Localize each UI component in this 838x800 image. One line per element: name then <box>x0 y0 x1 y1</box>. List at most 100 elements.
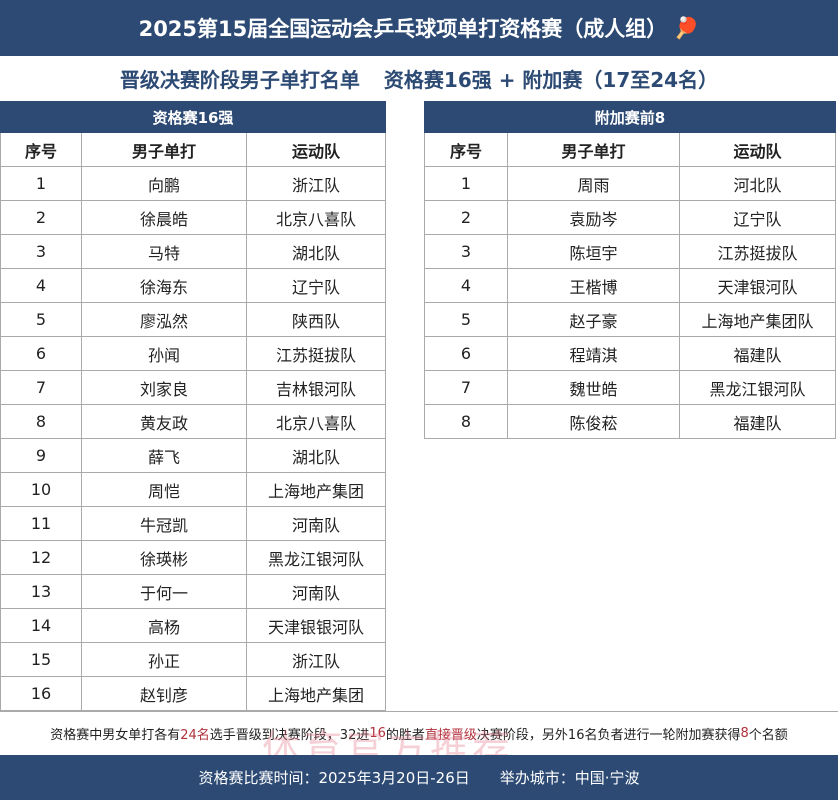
player-cell: 于何一 <box>82 575 247 608</box>
rank-cell: 5 <box>424 303 508 336</box>
rank-cell: 1 <box>0 167 82 200</box>
team-cell: 辽宁队 <box>680 201 836 234</box>
team-cell: 辽宁队 <box>247 269 386 302</box>
table-row: 3 马特 湖北队 <box>0 235 386 269</box>
rank-cell: 2 <box>424 201 508 234</box>
team-cell: 河南队 <box>247 575 386 608</box>
table-row: 1 向鹏 浙江队 <box>0 167 386 201</box>
player-cell: 黄友政 <box>82 405 247 438</box>
team-cell: 上海地产集团队 <box>680 303 836 336</box>
player-cell: 徐晨皓 <box>82 201 247 234</box>
team-cell: 北京八喜队 <box>247 405 386 438</box>
player-cell: 向鹏 <box>82 167 247 200</box>
player-cell: 周恺 <box>82 473 247 506</box>
subtitle-right: 资格赛16强 + 附加赛（17至24名） <box>383 67 719 92</box>
column-header: 序号 <box>424 133 508 166</box>
title-text: 2025第15届全国运动会乒乓球项单打资格赛（成人组） <box>138 17 668 41</box>
subtitle: 晋级决赛阶段男子单打名单 资格赛16强 + 附加赛（17至24名） <box>0 56 838 100</box>
table-row: 10 周恺 上海地产集团 <box>0 473 386 507</box>
table-row: 5 廖泓然 陕西队 <box>0 303 386 337</box>
player-cell: 周雨 <box>508 167 680 200</box>
player-cell: 廖泓然 <box>82 303 247 336</box>
table-row: 4 徐海东 辽宁队 <box>0 269 386 303</box>
rank-cell: 13 <box>0 575 82 608</box>
player-cell: 薛飞 <box>82 439 247 472</box>
table-row: 16 赵钊彦 上海地产集团 <box>0 677 386 711</box>
column-header: 运动队 <box>680 133 836 166</box>
column-header: 男子单打 <box>508 133 680 166</box>
ping-pong-paddle-icon: 🏓 <box>673 15 700 40</box>
table-row: 9 薛飞 湖北队 <box>0 439 386 473</box>
player-cell: 徐瑛彬 <box>82 541 247 574</box>
note-text: 的胜者 <box>385 728 425 743</box>
table-row: 13 于何一 河南队 <box>0 575 386 609</box>
table-row: 8 黄友政 北京八喜队 <box>0 405 386 439</box>
rank-cell: 3 <box>0 235 82 268</box>
rank-cell: 12 <box>0 541 82 574</box>
rank-cell: 14 <box>0 609 82 642</box>
table-row: 11 牛冠凯 河南队 <box>0 507 386 541</box>
team-cell: 黑龙江银河队 <box>247 541 386 574</box>
column-header: 运动队 <box>247 133 386 166</box>
team-cell: 天津银银河队 <box>247 609 386 642</box>
team-cell: 江苏挺拔队 <box>680 235 836 268</box>
note-text: 选手晋级到决赛阶段，32进 <box>209 728 370 743</box>
table-row: 2 徐晨皓 北京八喜队 <box>0 201 386 235</box>
column-header-row: 序号 男子单打 运动队 <box>0 133 386 167</box>
player-cell: 孙闻 <box>82 337 247 370</box>
rank-cell: 6 <box>0 337 82 370</box>
rank-cell: 7 <box>424 371 508 404</box>
team-cell: 陕西队 <box>247 303 386 336</box>
team-cell: 黑龙江银河队 <box>680 371 836 404</box>
team-cell: 河北队 <box>680 167 836 200</box>
page-title: 2025第15届全国运动会乒乓球项单打资格赛（成人组） 🏓 <box>0 0 838 56</box>
team-cell: 吉林银河队 <box>247 371 386 404</box>
team-cell: 河南队 <box>247 507 386 540</box>
subtitle-left: 晋级决赛阶段男子单打名单 <box>119 67 360 92</box>
rank-cell: 11 <box>0 507 82 540</box>
rank-cell: 7 <box>0 371 82 404</box>
footer: 资格赛比赛时间：2025年3月20日-26日 举办城市：中国·宁波 <box>0 755 838 800</box>
team-cell: 湖北队 <box>247 235 386 268</box>
table-row: 15 孙正 浙江队 <box>0 643 386 677</box>
team-cell: 浙江队 <box>247 643 386 676</box>
player-cell: 牛冠凯 <box>82 507 247 540</box>
player-cell: 程靖淇 <box>508 337 680 370</box>
table-row: 4 王楷博 天津银河队 <box>424 269 836 303</box>
player-cell: 刘家良 <box>82 371 247 404</box>
qualifier-top16-table: 资格赛16强 序号 男子单打 运动队 1 向鹏 浙江队 2 徐晨皓 北京八喜队 3 马特 湖北队 4 徐海… <box>0 101 386 711</box>
table-row: 12 徐瑛彬 黑龙江银河队 <box>0 541 386 575</box>
table-row: 7 刘家良 吉林银河队 <box>0 371 386 405</box>
table-row: 6 程靖淇 福建队 <box>424 337 836 371</box>
player-cell: 魏世皓 <box>508 371 680 404</box>
rank-cell: 4 <box>0 269 82 302</box>
table-row: 1 周雨 河北队 <box>424 167 836 201</box>
note-highlight: 直接晋级 <box>424 728 477 743</box>
team-cell: 上海地产集团 <box>247 473 386 506</box>
team-cell: 湖北队 <box>247 439 386 472</box>
note-highlight: 8 <box>740 726 749 741</box>
table-title: 资格赛16强 <box>0 101 386 133</box>
table-row: 8 陈俊菘 福建队 <box>424 405 836 439</box>
column-header: 序号 <box>0 133 82 166</box>
player-cell: 赵子豪 <box>508 303 680 336</box>
note-text: 资格赛中男女单打各有 <box>50 728 181 743</box>
column-header-row: 序号 男子单打 运动队 <box>424 133 836 167</box>
rank-cell: 8 <box>424 405 508 438</box>
table-row: 5 赵子豪 上海地产集团队 <box>424 303 836 337</box>
team-cell: 上海地产集团 <box>247 677 386 710</box>
note-text: 个名额 <box>748 728 788 743</box>
team-cell: 浙江队 <box>247 167 386 200</box>
footer-time: 资格赛比赛时间：2025年3月20日-26日 <box>198 769 470 787</box>
player-cell: 陈垣宇 <box>508 235 680 268</box>
rank-cell: 5 <box>0 303 82 336</box>
table-row: 2 袁励岑 辽宁队 <box>424 201 836 235</box>
rank-cell: 9 <box>0 439 82 472</box>
rank-cell: 2 <box>0 201 82 234</box>
team-cell: 福建队 <box>680 405 836 438</box>
player-cell: 王楷博 <box>508 269 680 302</box>
player-cell: 袁励岑 <box>508 201 680 234</box>
rank-cell: 16 <box>0 677 82 710</box>
table-row: 6 孙闻 江苏挺拔队 <box>0 337 386 371</box>
table-row: 7 魏世皓 黑龙江银河队 <box>424 371 836 405</box>
